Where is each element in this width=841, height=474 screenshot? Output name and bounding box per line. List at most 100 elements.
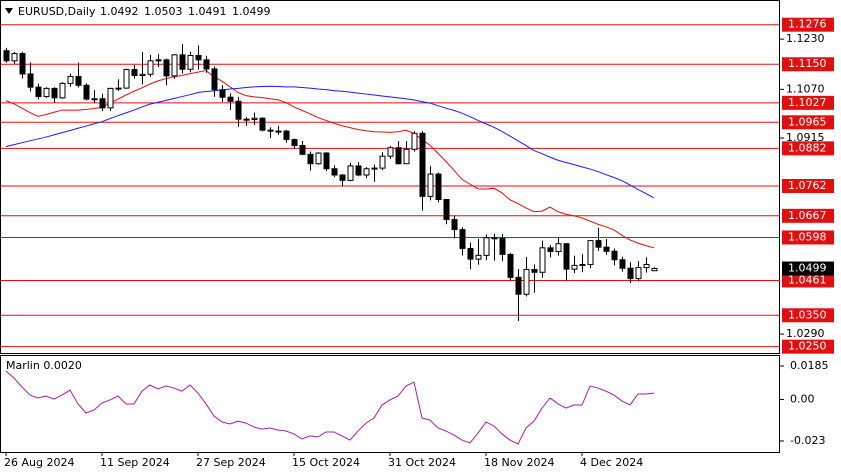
x-tick-label: 15 Oct 2024 — [292, 456, 360, 469]
level-label-box — [782, 57, 834, 72]
candle-body — [643, 263, 650, 269]
level-label-box — [782, 208, 834, 223]
y-tick-label: 1.1070 — [786, 82, 825, 95]
level-label: 1.0598 — [788, 230, 827, 243]
candle-body — [387, 147, 394, 157]
candle-body — [627, 267, 634, 280]
candle-body — [171, 54, 178, 77]
candle-body — [595, 240, 602, 248]
candle-body — [443, 198, 450, 221]
candle-body — [435, 173, 442, 200]
y-tick-label: 0.0185 — [790, 359, 829, 372]
candle-body — [451, 219, 458, 231]
candle-body — [547, 247, 554, 253]
candle-body — [363, 168, 370, 176]
current-price-box — [782, 261, 834, 276]
candle-body — [243, 118, 250, 121]
candle-body — [131, 69, 138, 77]
y-tick-label: 1.0915 — [786, 131, 825, 144]
x-tick-label: 18 Nov 2024 — [484, 456, 554, 469]
candle-body — [619, 259, 626, 269]
candle-body — [115, 87, 122, 90]
candle-body — [539, 247, 546, 273]
candle-body — [371, 167, 378, 170]
candle-body — [27, 73, 34, 88]
candle-body — [307, 153, 314, 165]
level-label-box — [782, 17, 834, 32]
level-label-box — [782, 230, 834, 245]
candle-body — [571, 264, 578, 270]
level-label-box — [782, 308, 834, 323]
chart-title: EURUSD,Daily — [18, 5, 96, 18]
x-tick-label: 31 Oct 2024 — [388, 456, 456, 469]
candle-body — [251, 117, 258, 120]
candle-body — [411, 132, 418, 150]
candle-body — [283, 130, 290, 141]
candle-body — [291, 139, 298, 147]
x-tick-label: 27 Sep 2024 — [196, 456, 266, 469]
moving-average — [5, 85, 655, 199]
candle-body — [259, 117, 266, 131]
candle-body — [35, 86, 42, 98]
candle-body — [419, 132, 426, 197]
candle-body — [227, 96, 234, 102]
candle-body — [483, 237, 490, 256]
y-tick-label: 1.1230 — [786, 32, 825, 45]
candle-body — [187, 54, 194, 70]
candle-body — [499, 237, 506, 255]
y-tick-label: -0.023 — [790, 434, 825, 447]
candle-body — [331, 168, 338, 176]
level-label-box — [782, 115, 834, 130]
candle-body — [339, 174, 346, 181]
candle-body — [395, 147, 402, 165]
candle-body — [515, 276, 522, 295]
level-label-box — [782, 273, 834, 288]
candle-body — [603, 246, 610, 252]
y-tick-label: 1.0290 — [786, 327, 825, 340]
candle-body — [123, 69, 130, 89]
candle-body — [299, 145, 306, 155]
candle-body — [275, 130, 282, 133]
candle-body — [83, 84, 90, 100]
candle-body — [19, 53, 26, 75]
candle-body — [427, 173, 434, 197]
ohlc-low: 1.0491 — [188, 5, 227, 18]
indicator-title: Marlin 0.0020 — [6, 359, 82, 372]
level-label: 1.1027 — [788, 96, 827, 109]
moving-average — [5, 69, 655, 249]
current-price-label: 1.0499 — [788, 262, 827, 275]
candle-body — [43, 87, 50, 98]
level-label: 1.0965 — [788, 115, 827, 128]
menu-arrow — [5, 8, 13, 14]
level-label-box — [782, 95, 834, 110]
ohlc-open: 1.0492 — [100, 5, 139, 18]
candle-body — [235, 100, 242, 120]
candle-body — [491, 237, 498, 240]
candle-body — [403, 148, 410, 165]
candle-body — [315, 152, 322, 165]
candle-body — [91, 98, 98, 101]
candle-body — [587, 240, 594, 265]
candle-body — [379, 155, 386, 169]
y-tick-label: 0.00 — [790, 392, 815, 405]
level-label: 1.1276 — [788, 18, 827, 31]
level-label: 1.1150 — [788, 57, 827, 70]
candle-body — [155, 59, 162, 62]
candle-body — [507, 253, 514, 278]
candle-body — [3, 50, 10, 62]
level-label-box — [782, 141, 834, 156]
candle-body — [635, 267, 642, 280]
candle-body — [67, 75, 74, 84]
candle-body — [323, 152, 330, 170]
level-label: 1.0762 — [788, 179, 827, 192]
candle-body — [11, 53, 18, 62]
level-label-box — [782, 339, 834, 354]
indicator-panel — [0, 355, 780, 453]
candle-body — [579, 263, 586, 266]
level-label: 1.0461 — [788, 273, 827, 286]
candle-body — [651, 268, 658, 272]
main-panel — [0, 0, 780, 354]
candle-body — [523, 268, 530, 295]
indicator-line — [5, 370, 655, 445]
